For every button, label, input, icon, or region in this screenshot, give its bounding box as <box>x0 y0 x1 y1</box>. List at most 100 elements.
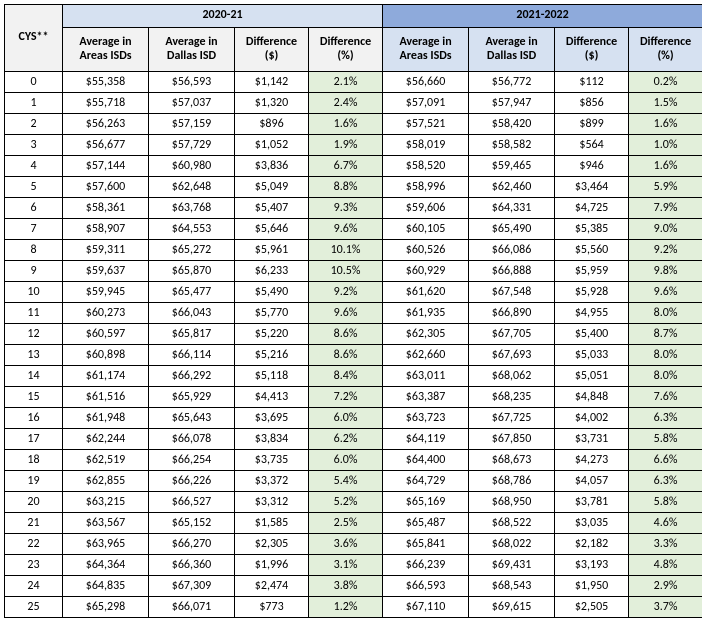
cys: 14 <box>5 366 63 387</box>
a2-pct: 9.6% <box>629 282 702 303</box>
a1-diff: $5,770 <box>235 303 309 324</box>
a2-pct: 3.7% <box>629 597 702 618</box>
a2-dallas: $67,725 <box>469 408 555 429</box>
a1-area: $61,948 <box>63 408 149 429</box>
table-row: 0$55,358$56,593$1,1422.1%$56,660$56,772$… <box>5 72 702 93</box>
a2-area: $65,487 <box>383 513 469 534</box>
a1-diff: $5,646 <box>235 219 309 240</box>
a1-area: $57,144 <box>63 156 149 177</box>
a1-diff: $3,834 <box>235 429 309 450</box>
a2-area: $60,105 <box>383 219 469 240</box>
a1-dallas: $66,270 <box>149 534 235 555</box>
a1-dallas: $65,152 <box>149 513 235 534</box>
cys: 10 <box>5 282 63 303</box>
a2-area: $64,119 <box>383 429 469 450</box>
a2-dallas: $69,615 <box>469 597 555 618</box>
a1-area: $58,907 <box>63 219 149 240</box>
a1-dallas: $65,817 <box>149 324 235 345</box>
a2-dallas: $65,490 <box>469 219 555 240</box>
a1-dallas: $66,527 <box>149 492 235 513</box>
cys: 9 <box>5 261 63 282</box>
a2-area: $67,110 <box>383 597 469 618</box>
a2-diff: $856 <box>555 93 629 114</box>
salary-comparison-table: CYS** 2020-21 2021-2022 Average in Areas… <box>4 4 702 618</box>
a2-diff: $4,002 <box>555 408 629 429</box>
a2-area: $61,935 <box>383 303 469 324</box>
cys: 1 <box>5 93 63 114</box>
a1-area: $62,244 <box>63 429 149 450</box>
a1-diff: $3,695 <box>235 408 309 429</box>
a2-dallas: $68,522 <box>469 513 555 534</box>
cys: 18 <box>5 450 63 471</box>
a2-dallas: $68,235 <box>469 387 555 408</box>
a1-pct: 10.1% <box>309 240 383 261</box>
cys: 13 <box>5 345 63 366</box>
cys: 0 <box>5 72 63 93</box>
a2-dallas: $66,888 <box>469 261 555 282</box>
a2-dallas: $58,582 <box>469 135 555 156</box>
a1-area: $60,273 <box>63 303 149 324</box>
a2-area: $66,593 <box>383 576 469 597</box>
a2-pct: 7.9% <box>629 198 702 219</box>
cys: 5 <box>5 177 63 198</box>
cys: 15 <box>5 387 63 408</box>
cys: 22 <box>5 534 63 555</box>
a1-diff: $5,216 <box>235 345 309 366</box>
table-row: 8$59,311$65,272$5,96110.1%$60,526$66,086… <box>5 240 702 261</box>
a1-diff: $4,413 <box>235 387 309 408</box>
header-y2-avg-area: Average in Areas ISDs <box>383 27 469 72</box>
a1-pct: 1.2% <box>309 597 383 618</box>
a1-dallas: $66,226 <box>149 471 235 492</box>
a2-diff: $4,273 <box>555 450 629 471</box>
a2-dallas: $67,693 <box>469 345 555 366</box>
a1-dallas: $57,729 <box>149 135 235 156</box>
cys: 20 <box>5 492 63 513</box>
cys: 11 <box>5 303 63 324</box>
a1-diff: $1,320 <box>235 93 309 114</box>
table-row: 18$62,519$66,254$3,7356.0%$64,400$68,673… <box>5 450 702 471</box>
a1-area: $55,718 <box>63 93 149 114</box>
table-row: 7$58,907$64,553$5,6469.6%$60,105$65,490$… <box>5 219 702 240</box>
a1-diff: $5,490 <box>235 282 309 303</box>
a1-dallas: $63,768 <box>149 198 235 219</box>
a2-pct: 8.0% <box>629 366 702 387</box>
a2-diff: $4,848 <box>555 387 629 408</box>
a2-pct: 5.9% <box>629 177 702 198</box>
a1-diff: $5,220 <box>235 324 309 345</box>
header-cys: CYS** <box>5 5 63 72</box>
a1-diff: $2,305 <box>235 534 309 555</box>
a1-area: $55,358 <box>63 72 149 93</box>
a2-diff: $5,400 <box>555 324 629 345</box>
header-year1: 2020-21 <box>63 5 383 28</box>
a1-area: $59,945 <box>63 282 149 303</box>
a2-area: $62,305 <box>383 324 469 345</box>
a2-area: $65,841 <box>383 534 469 555</box>
header-y2-avg-dallas: Average in Dallas ISD <box>469 27 555 72</box>
a2-area: $61,620 <box>383 282 469 303</box>
a1-diff: $3,836 <box>235 156 309 177</box>
a2-area: $64,729 <box>383 471 469 492</box>
a2-dallas: $66,086 <box>469 240 555 261</box>
a1-diff: $1,996 <box>235 555 309 576</box>
a1-dallas: $66,254 <box>149 450 235 471</box>
table-row: 24$64,835$67,309$2,4743.8%$66,593$68,543… <box>5 576 702 597</box>
a2-pct: 3.3% <box>629 534 702 555</box>
a1-area: $63,215 <box>63 492 149 513</box>
a2-area: $63,011 <box>383 366 469 387</box>
cys: 12 <box>5 324 63 345</box>
a1-pct: 8.6% <box>309 324 383 345</box>
a2-diff: $946 <box>555 156 629 177</box>
a2-dallas: $64,331 <box>469 198 555 219</box>
table-row: 21$63,567$65,152$1,5852.5%$65,487$68,522… <box>5 513 702 534</box>
a1-pct: 9.6% <box>309 219 383 240</box>
a2-area: $58,520 <box>383 156 469 177</box>
a2-dallas: $68,786 <box>469 471 555 492</box>
a1-area: $56,677 <box>63 135 149 156</box>
a2-dallas: $67,548 <box>469 282 555 303</box>
a1-pct: 3.6% <box>309 534 383 555</box>
a2-pct: 5.8% <box>629 429 702 450</box>
a1-diff: $3,312 <box>235 492 309 513</box>
a2-diff: $5,051 <box>555 366 629 387</box>
a2-dallas: $67,850 <box>469 429 555 450</box>
a2-diff: $5,033 <box>555 345 629 366</box>
